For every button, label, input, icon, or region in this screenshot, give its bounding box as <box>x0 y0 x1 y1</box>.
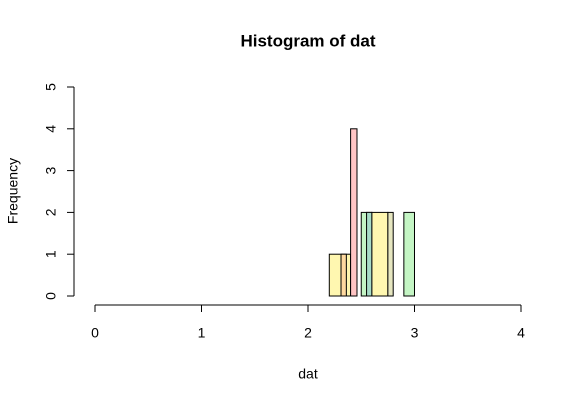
bar <box>340 253 347 297</box>
x-tick-label: 1 <box>198 325 206 341</box>
x-axis-label: dat <box>298 366 318 382</box>
y-tick-label: 0 <box>43 292 59 300</box>
y-tick-label: 3 <box>43 166 59 174</box>
x-tick-label: 0 <box>91 325 99 341</box>
bar <box>366 211 373 297</box>
y-tick-label: 5 <box>43 83 59 91</box>
bar <box>403 211 416 297</box>
y-tick-label: 2 <box>43 208 59 216</box>
chart-title: Histogram of dat <box>240 31 375 50</box>
x-tick-label: 2 <box>304 325 312 341</box>
bar <box>350 128 358 297</box>
bar <box>371 211 389 297</box>
y-axis-label: Frequency <box>5 158 21 224</box>
x-tick-label: 4 <box>517 325 525 341</box>
y-tick-label: 1 <box>43 250 59 258</box>
y-tick-label: 4 <box>43 125 59 133</box>
x-tick-label: 3 <box>411 325 419 341</box>
bar <box>387 211 394 297</box>
bar <box>328 253 352 297</box>
